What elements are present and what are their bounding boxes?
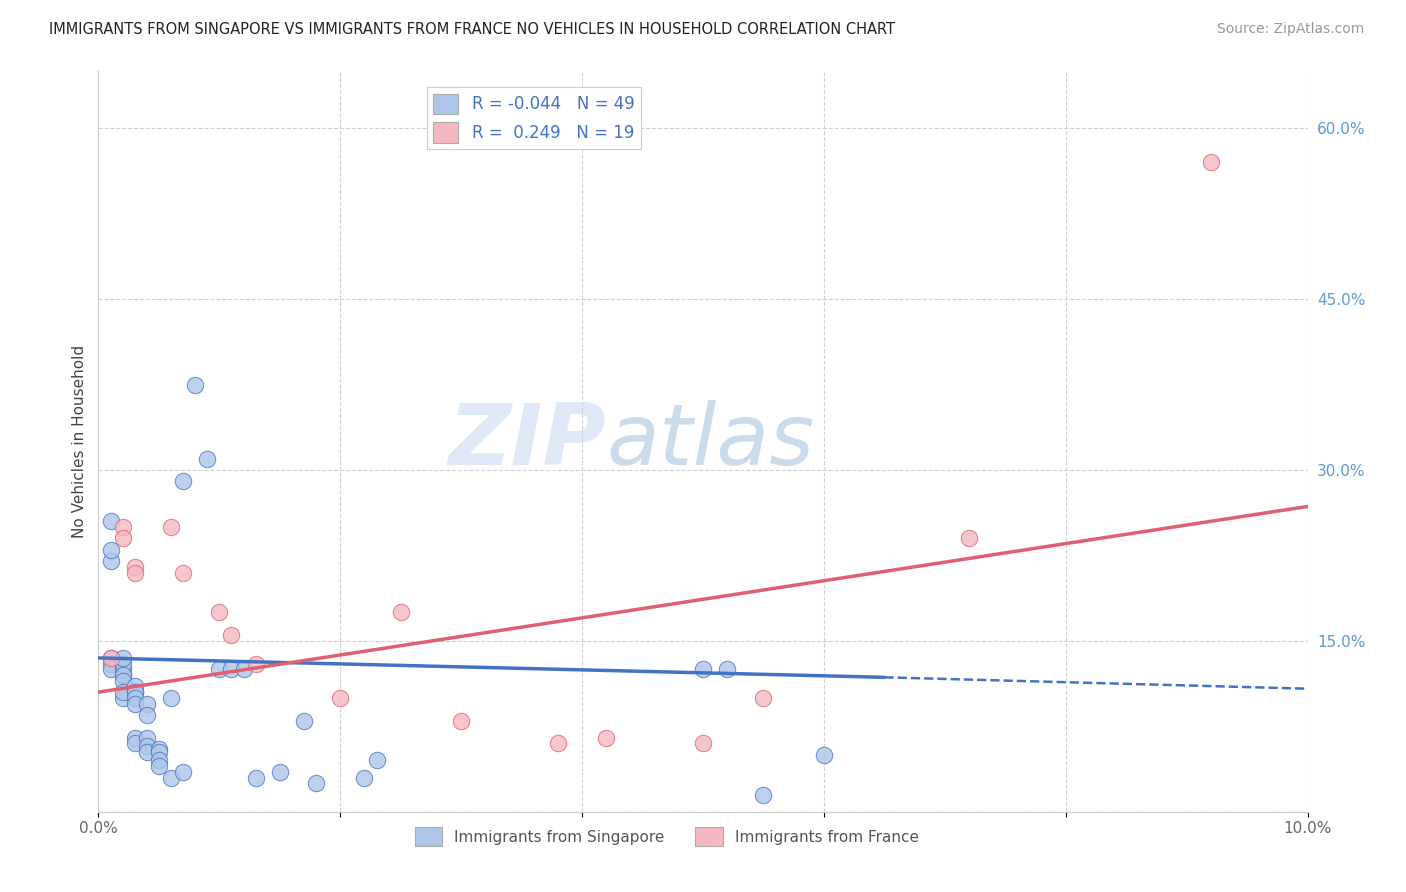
Text: Source: ZipAtlas.com: Source: ZipAtlas.com: [1216, 22, 1364, 37]
Point: [124, 731, 146, 745]
Point: [245, 771, 267, 785]
Point: [111, 690, 134, 705]
Point: [184, 377, 207, 392]
Point: [450, 714, 472, 728]
Point: [752, 788, 775, 802]
Point: [716, 662, 738, 676]
Point: [135, 746, 157, 760]
Point: [111, 520, 134, 534]
Point: [692, 736, 714, 750]
Point: [269, 764, 291, 779]
Point: [100, 662, 122, 676]
Point: [111, 662, 134, 676]
Point: [172, 566, 194, 580]
Point: [752, 690, 775, 705]
Point: [292, 714, 315, 728]
Point: [813, 747, 835, 762]
Point: [366, 754, 388, 768]
Y-axis label: No Vehicles in Household: No Vehicles in Household: [72, 345, 87, 538]
Point: [135, 707, 157, 722]
Point: [172, 475, 194, 489]
Point: [111, 685, 134, 699]
Point: [160, 690, 183, 705]
Point: [957, 532, 980, 546]
Point: [232, 662, 254, 676]
Point: [100, 542, 122, 557]
Point: [547, 736, 569, 750]
Point: [111, 673, 134, 688]
Text: IMMIGRANTS FROM SINGAPORE VS IMMIGRANTS FROM FRANCE NO VEHICLES IN HOUSEHOLD COR: IMMIGRANTS FROM SINGAPORE VS IMMIGRANTS …: [49, 22, 896, 37]
Point: [245, 657, 267, 671]
Point: [172, 764, 194, 779]
Point: [148, 754, 170, 768]
Point: [148, 759, 170, 773]
Point: [124, 566, 146, 580]
Point: [111, 532, 134, 546]
Point: [160, 771, 183, 785]
Point: [208, 662, 231, 676]
Point: [353, 771, 375, 785]
Point: [100, 651, 122, 665]
Point: [124, 690, 146, 705]
Point: [100, 514, 122, 528]
Point: [111, 651, 134, 665]
Point: [389, 606, 412, 620]
Point: [100, 657, 122, 671]
Point: [208, 606, 231, 620]
Point: [111, 657, 134, 671]
Point: [111, 668, 134, 682]
Point: [221, 628, 243, 642]
Point: [305, 776, 328, 790]
Text: ZIP: ZIP: [449, 400, 606, 483]
Point: [124, 685, 146, 699]
Point: [1199, 155, 1222, 169]
Point: [124, 680, 146, 694]
Point: [148, 746, 170, 760]
Legend: Immigrants from Singapore, Immigrants from France: Immigrants from Singapore, Immigrants fr…: [408, 822, 925, 852]
Point: [124, 685, 146, 699]
Point: [135, 739, 157, 753]
Point: [124, 697, 146, 711]
Point: [100, 554, 122, 568]
Point: [111, 668, 134, 682]
Point: [135, 731, 157, 745]
Point: [329, 690, 352, 705]
Point: [148, 742, 170, 756]
Point: [160, 520, 183, 534]
Point: [124, 559, 146, 574]
Point: [195, 451, 218, 466]
Point: [135, 697, 157, 711]
Point: [221, 662, 243, 676]
Point: [100, 651, 122, 665]
Text: atlas: atlas: [606, 400, 814, 483]
Point: [692, 662, 714, 676]
Point: [595, 731, 617, 745]
Point: [124, 736, 146, 750]
